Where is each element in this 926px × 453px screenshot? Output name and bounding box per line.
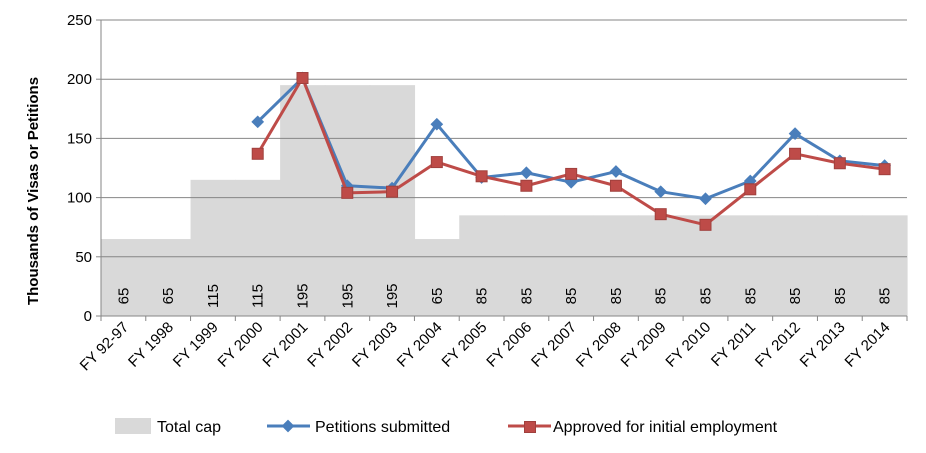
x-tick-label: FY 1998 — [125, 319, 177, 371]
legend-label-total-cap: Total cap — [157, 419, 221, 436]
series-lines — [251, 71, 891, 231]
cap-value-label: 85 — [608, 288, 625, 305]
x-tick-label: FY 2001 — [259, 319, 311, 371]
cap-bar — [414, 239, 460, 316]
cap-bar — [190, 179, 236, 316]
gridlines — [101, 19, 907, 258]
cap-bar — [459, 215, 505, 316]
x-tick-label: FY 2011 — [708, 319, 759, 370]
legend-marker-approved — [524, 421, 536, 433]
cap-value-label: 115 — [250, 284, 267, 308]
cap-bar — [817, 215, 863, 316]
y-tick-label: 0 — [84, 308, 92, 325]
x-tick-label: FY 2008 — [573, 319, 625, 371]
x-tick-label: FY 92-97 — [77, 319, 132, 374]
y-tick-label: 150 — [67, 130, 92, 147]
cap-bar — [772, 215, 819, 316]
cap-bar — [638, 215, 684, 316]
point-approved — [296, 72, 309, 85]
point-petitions — [520, 166, 533, 180]
point-approved — [251, 147, 264, 160]
cap-value-label: 85 — [518, 288, 535, 305]
x-tick-label: FY 1999 — [170, 319, 222, 371]
point-approved — [609, 179, 622, 192]
cap-bar — [593, 215, 639, 316]
cap-value-label: 195 — [384, 283, 401, 308]
y-tick-label: 100 — [67, 190, 92, 207]
cap-value-label: 85 — [653, 288, 670, 305]
cap-bar — [101, 239, 147, 316]
cap-value-label: 85 — [832, 288, 849, 305]
y-axis-title: Thousands of Visas or Petitions — [25, 77, 42, 305]
legend-label-petitions: Petitions submitted — [315, 419, 450, 436]
point-approved — [341, 186, 354, 199]
legend: Total cap Petitions submitted Approved f… — [115, 418, 778, 436]
x-tick-label: FY 2004 — [394, 319, 446, 371]
x-tick-label: FY 2009 — [618, 319, 670, 371]
point-approved — [520, 179, 533, 192]
x-tick-label: FY 2000 — [215, 319, 267, 371]
cap-value-label: 195 — [295, 283, 312, 308]
point-approved — [878, 163, 891, 176]
point-petitions — [609, 165, 623, 178]
cap-bar — [504, 215, 550, 316]
point-approved — [430, 156, 443, 169]
x-tick-label: FY 2003 — [349, 319, 401, 371]
point-petitions — [699, 192, 712, 206]
cap-value-label: 85 — [877, 288, 894, 305]
cap-value-label: 85 — [563, 288, 580, 305]
cap-value-label: 115 — [205, 284, 222, 308]
point-approved — [833, 157, 846, 170]
cap-bar — [862, 215, 908, 316]
y-tick-label: 250 — [67, 12, 92, 29]
point-petitions — [251, 115, 265, 129]
cap-bar — [683, 215, 729, 316]
cap-labels: 65 65 115 115 195 195 195 65 85 85 85 85 85 85 85 85 85 8… — [115, 283, 893, 308]
cap-value-label: 85 — [698, 288, 715, 305]
cap-bar — [280, 85, 326, 317]
y-tick-label: 200 — [67, 71, 92, 88]
legend-marker-petitions — [281, 419, 295, 433]
x-tick-label: FY 2014 — [842, 319, 894, 371]
cap-bar — [145, 239, 192, 316]
cap-value-label: 65 — [115, 288, 132, 305]
point-approved — [475, 170, 488, 183]
point-approved — [565, 167, 578, 180]
cap-bar — [324, 85, 371, 317]
point-approved — [744, 183, 757, 196]
x-tick-label: FY 2006 — [483, 319, 535, 371]
legend-swatch-total-cap — [115, 418, 151, 434]
legend-label-approved: Approved for initial employment — [553, 419, 778, 436]
cap-value-label: 195 — [339, 283, 356, 308]
point-approved — [386, 185, 399, 198]
x-tick-label: FY 2005 — [439, 319, 491, 371]
x-tick-label: FY 2010 — [662, 319, 714, 371]
point-approved — [789, 147, 802, 160]
cap-bar — [727, 215, 774, 316]
total-cap-area — [101, 85, 908, 317]
cap-value-label: 85 — [787, 288, 804, 305]
cap-bar — [369, 85, 416, 317]
cap-value-label: 85 — [742, 288, 759, 305]
cap-value-label: 65 — [160, 288, 177, 305]
cap-bar — [235, 179, 281, 316]
point-approved — [699, 218, 712, 231]
x-tick-label: FY 2007 — [528, 319, 580, 371]
point-petitions — [654, 185, 668, 199]
cap-value-label: 65 — [429, 288, 446, 305]
y-tick-label: 50 — [75, 249, 92, 266]
x-tick-label: FY 2002 — [304, 319, 356, 371]
cap-value-label: 85 — [474, 288, 491, 305]
x-tick-label: FY 2013 — [797, 319, 849, 371]
point-approved — [654, 208, 667, 221]
x-tick-label: FY 2012 — [752, 319, 804, 371]
cap-bar — [548, 215, 595, 316]
point-petitions — [430, 117, 444, 131]
